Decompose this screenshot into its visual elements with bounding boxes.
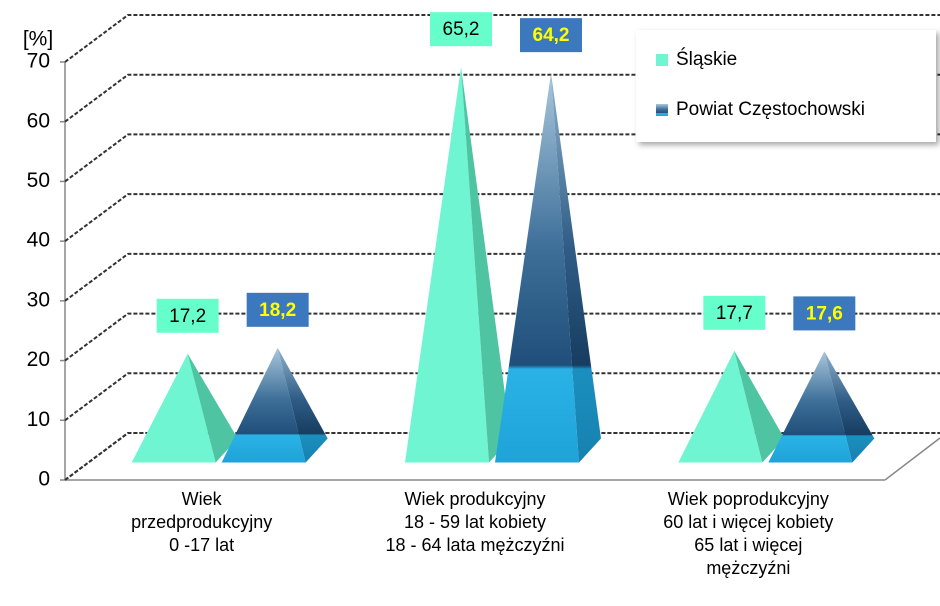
y-tick-label: 70: [27, 50, 50, 73]
x-tick-label: Wiek poprodukcyjny 60 lat i więcej kobiet…: [663, 489, 833, 578]
legend-label: Powiat Częstochowski: [676, 99, 865, 120]
pyramid-face-right: [551, 73, 601, 463]
pyramid: [405, 67, 511, 463]
x-tick-line: przedprodukcyjny: [131, 512, 272, 532]
data-label-bg: [703, 295, 766, 330]
pyramid: [221, 347, 328, 463]
grid-line: [64, 432, 940, 481]
pyramid-face-right: [734, 350, 785, 463]
pyramid: [768, 351, 875, 463]
data-label-bg: [246, 292, 309, 327]
data-label: 17,7: [716, 303, 753, 324]
data-label: 17,2: [169, 306, 206, 327]
x-tick-line: 18 - 64 lata mężczyźni: [385, 535, 564, 555]
pyramid: [678, 350, 785, 463]
y-tick-label: 0: [38, 468, 50, 491]
pyramid-face-left: [131, 353, 216, 463]
grid-line: [64, 14, 940, 63]
data-label-bg: [793, 296, 856, 331]
legend-label: Śląskie: [676, 48, 737, 70]
x-tick-line: mężczyźni: [706, 558, 790, 578]
data-label: 65,2: [443, 19, 480, 40]
pyramid-face-right: [461, 67, 511, 463]
x-tick-line: 0 -17 lat: [169, 535, 234, 555]
x-tick-line: Wiek poprodukcyjny: [668, 489, 829, 509]
x-tick-line: Wiek: [182, 489, 223, 509]
pyramid-face-left: [221, 347, 306, 463]
pyramid-face-left: [768, 351, 853, 463]
x-tick-label: Wiek przedprodukcyjny 0 -17 lat: [131, 489, 272, 555]
y-tick-label: 20: [27, 348, 50, 371]
grid-line: [64, 372, 940, 422]
y-tick-label: 10: [27, 408, 50, 431]
x-tick-line: 65 lat i więcej: [694, 535, 802, 555]
pyramid-face-right: [824, 351, 875, 463]
legend-box: [636, 30, 936, 142]
x-tick-line: 60 lat i więcej kobiety: [663, 512, 833, 532]
y-tick-label: 50: [27, 169, 50, 192]
grid-line: [64, 312, 940, 362]
legend-marker: [656, 104, 668, 116]
legend-marker: [656, 54, 668, 66]
x-tick-label: Wiek produkcyjny 18 - 59 lat kobiety 18 - …: [385, 489, 564, 555]
data-label-bg: [430, 12, 492, 47]
pyramid: [495, 73, 601, 463]
pyramid-face-right: [187, 353, 238, 463]
y-tick-label: 60: [27, 109, 50, 132]
grid-line: [64, 193, 940, 242]
y-tick-label: 40: [27, 229, 50, 252]
y-tick-label: 30: [27, 288, 50, 311]
grid-line: [64, 252, 940, 302]
data-label-bg: [156, 298, 219, 333]
x-tick-line: Wiek produkcyjny: [404, 489, 545, 509]
y-axis-label: [%]: [23, 28, 53, 51]
data-label-bg: [520, 18, 582, 53]
data-label: 18,2: [259, 300, 296, 321]
x-tick-line: 18 - 59 lat kobiety: [404, 512, 546, 532]
floor-edge: [884, 437, 940, 481]
data-label: 17,6: [806, 303, 843, 324]
pyramid-face-left: [678, 350, 763, 463]
data-label: 64,2: [533, 25, 570, 46]
pyramid: [131, 353, 238, 463]
pyramid-face-right: [277, 347, 328, 463]
